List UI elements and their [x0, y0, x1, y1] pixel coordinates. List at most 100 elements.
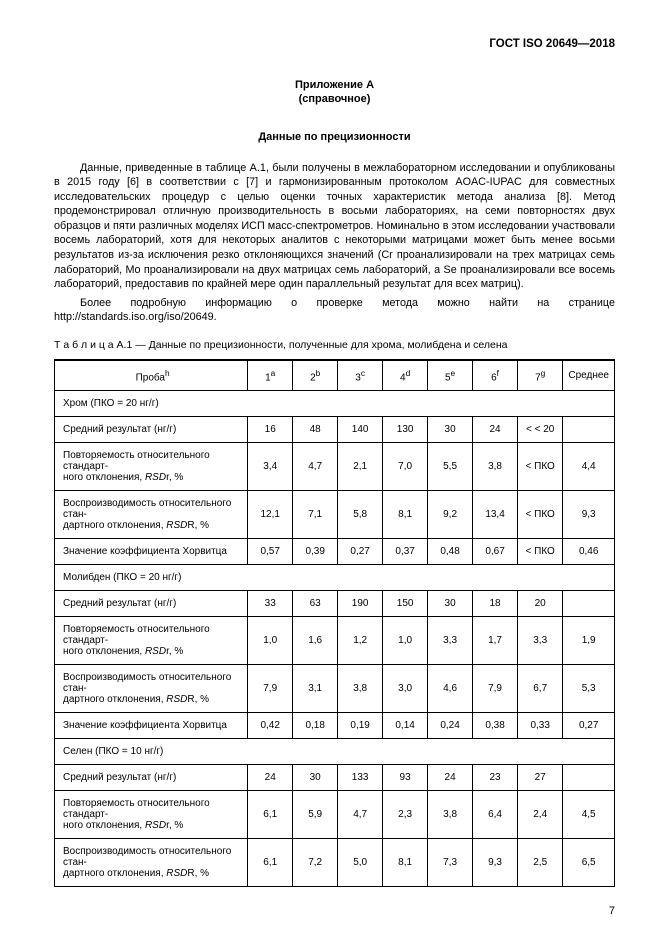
table-row-label: Значение коэффициента Хорвитца: [55, 713, 248, 739]
table-row: Средний результат (нг/г)3363190150301820: [55, 591, 615, 617]
table-row: Средний результат (нг/г)243013393242327: [55, 765, 615, 791]
table-cell: 130: [383, 417, 428, 443]
table-row: Значение коэффициента Хорвитца0,420,180,…: [55, 713, 615, 739]
col-4: 4d: [383, 360, 428, 391]
table-cell: 0,46: [563, 539, 615, 565]
col-2: 2b: [293, 360, 338, 391]
page: ГОСТ ISO 20649—2018 Приложение А (справо…: [0, 0, 661, 935]
precision-table: Пробаh 1a 2b 3c 4d 5e 6f 7g Среднее Хром…: [54, 359, 615, 887]
table-cell: 140: [338, 417, 383, 443]
table-cell: 30: [428, 417, 473, 443]
table-cell: 13,4: [473, 491, 518, 539]
table-cell: 8,1: [383, 491, 428, 539]
table-cell: 24: [473, 417, 518, 443]
table-caption: Т а б л и ц а А.1 — Данные по прецизионн…: [54, 339, 615, 351]
table-cell: < ПКО: [518, 443, 563, 491]
table-cell: 6,1: [248, 791, 293, 839]
table-cell: 133: [338, 765, 383, 791]
table-cell: 9,3: [563, 491, 615, 539]
table-cell: 2,5: [518, 839, 563, 887]
table-cell: 0,27: [338, 539, 383, 565]
table-cell: 3,3: [518, 617, 563, 665]
page-number: 7: [609, 905, 615, 917]
table-group-title: Селен (ПКО = 10 нг/г): [55, 739, 615, 765]
col-1: 1a: [248, 360, 293, 391]
table-cell: 8,1: [383, 839, 428, 887]
table-cell: 0,38: [473, 713, 518, 739]
table-cell: 2,3: [383, 791, 428, 839]
table-cell: 0,48: [428, 539, 473, 565]
document-id: ГОСТ ISO 20649—2018: [54, 38, 615, 50]
table-cell: 4,6: [428, 665, 473, 713]
table-row: Повторяемость относительного стандарт-но…: [55, 617, 615, 665]
table-cell: 2,4: [518, 791, 563, 839]
table-cell: [563, 765, 615, 791]
table-cell: 16: [248, 417, 293, 443]
table-cell: 7,9: [473, 665, 518, 713]
table-cell: 4,7: [338, 791, 383, 839]
annex-heading: Приложение А (справочное): [54, 78, 615, 107]
table-cell: 9,3: [473, 839, 518, 887]
table-cell: 33: [248, 591, 293, 617]
table-row-label: Воспроизводимость относительного стан-да…: [55, 839, 248, 887]
table-header-row: Пробаh 1a 2b 3c 4d 5e 6f 7g Среднее: [55, 360, 615, 391]
table-caption-text: А.1 — Данные по прецизионности, полученн…: [114, 339, 508, 351]
table-cell: 0,67: [473, 539, 518, 565]
table-row-label: Повторяемость относительного стандарт-но…: [55, 443, 248, 491]
table-cell: 7,1: [293, 491, 338, 539]
table-cell: 3,8: [473, 443, 518, 491]
table-cell: 1,2: [338, 617, 383, 665]
table-cell: 23: [473, 765, 518, 791]
table-cell: 150: [383, 591, 428, 617]
table-cell: 7,9: [248, 665, 293, 713]
table-cell: 93: [383, 765, 428, 791]
table-cell: 3,1: [293, 665, 338, 713]
table-row: Воспроизводимость относительного стан-да…: [55, 839, 615, 887]
col-5: 5e: [428, 360, 473, 391]
table-cell: 3,4: [248, 443, 293, 491]
table-cell: 0,14: [383, 713, 428, 739]
table-cell: 4,7: [293, 443, 338, 491]
table-cell: 1,7: [473, 617, 518, 665]
table-cell: < ПКО: [518, 491, 563, 539]
col-sample-sup: h: [165, 368, 170, 378]
table-cell: 4,4: [563, 443, 615, 491]
table-row: Средний результат (нг/г)16481401303024< …: [55, 417, 615, 443]
annex-type: (справочное): [299, 93, 371, 105]
table-cell: 20: [518, 591, 563, 617]
table-cell: 24: [248, 765, 293, 791]
table-row-label: Значение коэффициента Хорвитца: [55, 539, 248, 565]
table-cell: 1,0: [248, 617, 293, 665]
table-cell: 3,8: [338, 665, 383, 713]
table-cell: 3,3: [428, 617, 473, 665]
col-7: 7g: [518, 360, 563, 391]
table-group-title: Хром (ПКО = 20 нг/г): [55, 391, 615, 417]
table-caption-prefix: Т а б л и ц а: [54, 339, 114, 351]
table-cell: 0,39: [293, 539, 338, 565]
table-row: Значение коэффициента Хорвитца0,570,390,…: [55, 539, 615, 565]
table-row-label: Воспроизводимость относительного стан-да…: [55, 665, 248, 713]
col-sample: Пробаh: [55, 360, 248, 391]
table-cell: < ПКО: [518, 539, 563, 565]
table-cell: 190: [338, 591, 383, 617]
table-cell: 18: [473, 591, 518, 617]
table-row-label: Повторяемость относительного стандарт-но…: [55, 791, 248, 839]
table-cell: 5,0: [338, 839, 383, 887]
table-cell: 0,27: [563, 713, 615, 739]
table-cell: 0,57: [248, 539, 293, 565]
table-row-label: Средний результат (нг/г): [55, 591, 248, 617]
table-cell: 0,24: [428, 713, 473, 739]
table-cell: 0,42: [248, 713, 293, 739]
table-cell: 4,5: [563, 791, 615, 839]
section-title: Данные по прецизионности: [54, 131, 615, 143]
table-row: Воспроизводимость относительного стан-да…: [55, 665, 615, 713]
table-cell: 27: [518, 765, 563, 791]
table-cell: 6,5: [563, 839, 615, 887]
table-group-row: Молибден (ПКО = 20 нг/г): [55, 565, 615, 591]
table-cell: 30: [293, 765, 338, 791]
table-cell: 6,7: [518, 665, 563, 713]
col-3: 3c: [338, 360, 383, 391]
table-cell: 5,3: [563, 665, 615, 713]
table-cell: 24: [428, 765, 473, 791]
table-cell: < < 20: [518, 417, 563, 443]
